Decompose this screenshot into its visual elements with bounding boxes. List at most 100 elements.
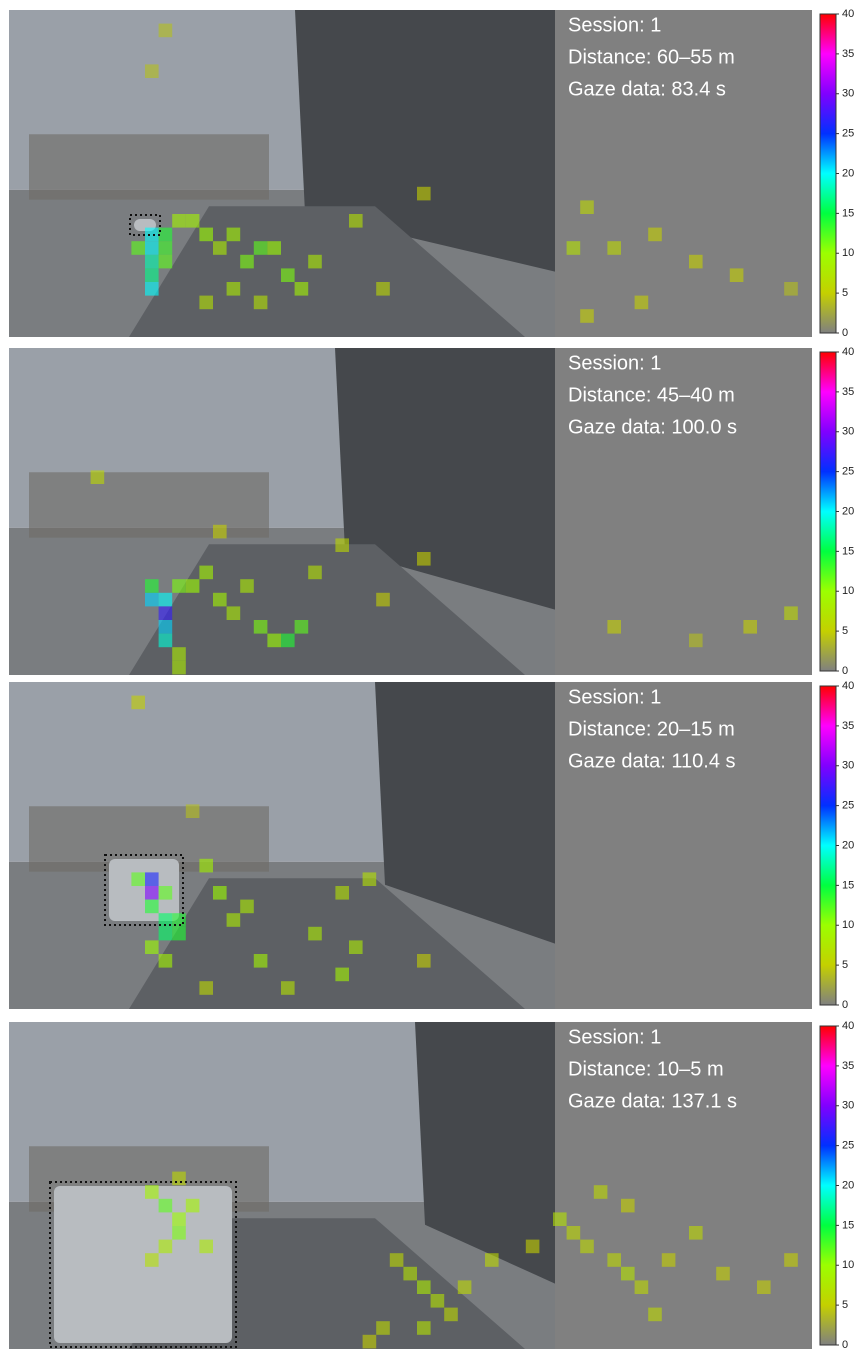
colorbar-tick-label: 0 — [842, 327, 848, 339]
colorbar-tick-label: 5 — [842, 625, 848, 637]
colorbar-tick-label: 25 — [842, 466, 854, 478]
info-area — [555, 10, 812, 337]
heatmap-cell — [145, 592, 159, 607]
heatmap-cell — [158, 954, 173, 968]
heatmap-cell — [485, 1253, 499, 1267]
road — [129, 544, 525, 675]
colorbar-tick-label: 15 — [842, 1219, 854, 1231]
colorbar — [819, 685, 837, 1006]
heatmap-cell — [158, 926, 173, 941]
heatmap-cell — [784, 1253, 798, 1267]
colorbar-tick-label: 0 — [842, 665, 848, 677]
heatmap-cell — [253, 620, 268, 634]
trees — [29, 472, 269, 538]
heatmap-cell — [145, 872, 159, 886]
heatmap-cell — [335, 538, 349, 552]
colorbar-tick-label: 35 — [842, 48, 854, 60]
heatmap-cell — [294, 282, 309, 296]
heatmap-cell — [158, 592, 173, 607]
heatmap-cell — [593, 1185, 608, 1199]
heatmap-cell — [145, 886, 159, 900]
heatmap-cell — [566, 241, 581, 255]
aoi-box — [104, 854, 184, 926]
colorbar — [819, 1025, 837, 1346]
heatmap-cell — [213, 886, 227, 900]
road — [129, 878, 525, 1009]
heatmap-cell — [376, 592, 390, 607]
colorbar-tick-label: 0 — [842, 1339, 848, 1350]
heatmap-cell — [689, 254, 703, 269]
heatmap-cell — [566, 1226, 581, 1240]
heatmap-cell — [145, 579, 159, 593]
heatmap-cell — [281, 633, 295, 648]
heatmap-cell — [145, 940, 159, 954]
heatmap-cell — [145, 254, 159, 269]
heatmap-cell — [158, 254, 173, 269]
colorbar-tick-label: 30 — [842, 1100, 854, 1112]
heatmap-cell — [158, 241, 173, 255]
heatmap-cell — [213, 592, 227, 607]
heatmap-cell — [430, 1294, 445, 1308]
heatmap-cell — [267, 633, 281, 648]
colorbar-tick-label: 10 — [842, 1259, 854, 1271]
heatmap-cell — [417, 1280, 431, 1294]
heatmap-cell — [199, 1239, 213, 1254]
colorbar-tick-label: 40 — [842, 680, 854, 692]
heatmap-cell — [281, 268, 295, 282]
heatmap-cell — [376, 1321, 390, 1335]
heatmap-cell — [131, 872, 145, 886]
colorbar-tick-label: 40 — [842, 8, 854, 20]
heatmap-cell — [145, 899, 159, 914]
colorbar-tick-label: 5 — [842, 1299, 848, 1311]
heatmap-cell — [253, 954, 268, 968]
heatmap-cell — [335, 967, 349, 982]
heatmap-cell — [158, 913, 173, 927]
heatmap-cell — [213, 524, 227, 539]
panel-label: Gaze data: 100.0 s — [568, 416, 737, 438]
heatmap-cell — [131, 241, 145, 255]
heatmap-cell — [308, 926, 322, 941]
heatmap-cell — [607, 620, 621, 634]
heatmap-cell — [621, 1198, 635, 1213]
colorbar-tick-label: 15 — [842, 545, 854, 557]
heatmap-cell — [267, 241, 281, 255]
heatmap-cell — [185, 579, 200, 593]
colorbar-tick-label: 25 — [842, 128, 854, 140]
heatmap-cell — [199, 295, 213, 310]
heatmap-cell — [417, 954, 431, 968]
heatmap-cell — [294, 620, 309, 634]
heatmap-cell — [457, 1280, 472, 1294]
heatmap-cell — [172, 1226, 186, 1240]
heatmap-cell — [158, 23, 173, 38]
colorbar-tick-label: 10 — [842, 919, 854, 931]
heatmap-cell — [580, 200, 594, 214]
colorbar-tick-label: 20 — [842, 839, 854, 851]
colorbar — [819, 351, 837, 672]
heatmap-cell — [362, 872, 377, 886]
heatmap-cell — [240, 579, 254, 593]
colorbar-tick-label: 20 — [842, 167, 854, 179]
heatmap-cell — [335, 886, 349, 900]
panel-label: Session: 1 — [568, 1026, 661, 1048]
heatmap-cell — [145, 268, 159, 282]
colorbar-tick-label: 35 — [842, 386, 854, 398]
heatmap-cell — [145, 1185, 159, 1199]
heatmap-cell — [158, 606, 173, 620]
heatmap-cell — [226, 606, 241, 620]
heatmap-cell — [158, 620, 173, 634]
heatmap-cell — [607, 1253, 621, 1267]
heatmap-cell — [199, 565, 213, 580]
colorbar-tick-label: 15 — [842, 207, 854, 219]
heatmap-cell — [661, 1253, 676, 1267]
heatmap-cell — [389, 1253, 404, 1267]
heatmap-cell — [784, 606, 798, 620]
heatmap-cell — [226, 913, 241, 927]
panel-label: Session: 1 — [568, 686, 661, 708]
colorbar-tick-label: 40 — [842, 1020, 854, 1032]
heatmap-cell — [172, 1212, 186, 1226]
colorbar-tick-label: 40 — [842, 346, 854, 358]
heatmap-cell — [145, 1253, 159, 1267]
colorbar-tick-label: 5 — [842, 959, 848, 971]
heatmap-cell — [158, 886, 173, 900]
